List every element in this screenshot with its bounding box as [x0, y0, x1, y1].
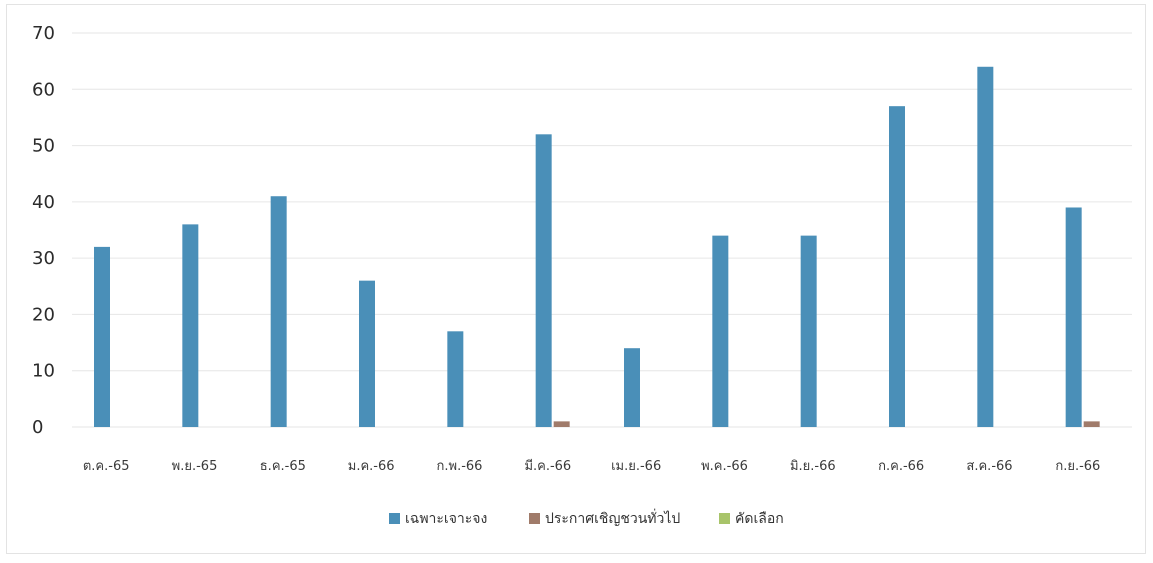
x-tick-label: มิ.ย.-66 — [790, 459, 836, 474]
y-tick-label: 30 — [32, 248, 55, 269]
y-tick-label: 40 — [32, 192, 55, 213]
y-tick-label: 20 — [32, 304, 55, 325]
bar-series-1 — [182, 224, 199, 427]
bar-series-1 — [1065, 207, 1082, 427]
bar-series-1 — [535, 134, 552, 428]
y-tick-label: 10 — [32, 361, 55, 382]
bar-series-1 — [977, 66, 994, 427]
y-tick-label: 60 — [32, 79, 55, 100]
bar-series-1 — [624, 348, 640, 427]
chart-frame: 0 10 20 30 40 50 60 70 ต.ค.-65 พ.ย.-65 ธ.ค.-65 ม.ค.… — [6, 4, 1146, 554]
bar-series-1 — [359, 280, 375, 427]
legend-swatch — [529, 513, 540, 524]
legend-swatch — [389, 513, 400, 524]
x-tick-label: ก.พ.-66 — [437, 459, 483, 474]
x-tick-label: มี.ค.-66 — [524, 458, 571, 474]
x-tick-label: ต.ค.-65 — [83, 459, 130, 474]
x-tick-label: ก.ย.-66 — [1055, 459, 1100, 474]
chart-svg: 0 10 20 30 40 50 60 70 ต.ค.-65 พ.ย.-65 ธ.ค.-65 ม.ค.… — [32, 23, 1132, 527]
bar-series-1 — [270, 196, 287, 427]
legend-label: เฉพาะเจาะจง — [405, 511, 487, 527]
legend-label: คัดเลือก — [735, 511, 784, 527]
x-tick-label: ส.ค.-66 — [966, 459, 1012, 474]
x-tick-label: ม.ค.-66 — [348, 459, 395, 474]
y-tick-label: 50 — [32, 136, 55, 157]
x-tick-label: เม.ย.-66 — [611, 459, 661, 474]
bar-series-1 — [447, 331, 464, 427]
bar-series-1 — [800, 235, 817, 427]
y-tick-label: 0 — [32, 417, 43, 438]
bar-series-2 — [553, 421, 570, 427]
x-tick-label: ก.ค.-66 — [878, 459, 924, 474]
bar-series-2 — [1083, 421, 1100, 427]
x-tick-label: ธ.ค.-65 — [260, 459, 306, 474]
bar-series-1 — [94, 246, 110, 427]
bar-series-1 — [889, 106, 905, 428]
x-tick-label: พ.ค.-66 — [701, 459, 748, 474]
y-tick-label: 70 — [32, 23, 55, 44]
legend-swatch — [719, 513, 730, 524]
bar-series-1 — [712, 235, 729, 427]
x-tick-label: พ.ย.-65 — [172, 459, 218, 474]
legend-label: ประกาศเชิญชวนทั่วไป — [545, 509, 680, 527]
